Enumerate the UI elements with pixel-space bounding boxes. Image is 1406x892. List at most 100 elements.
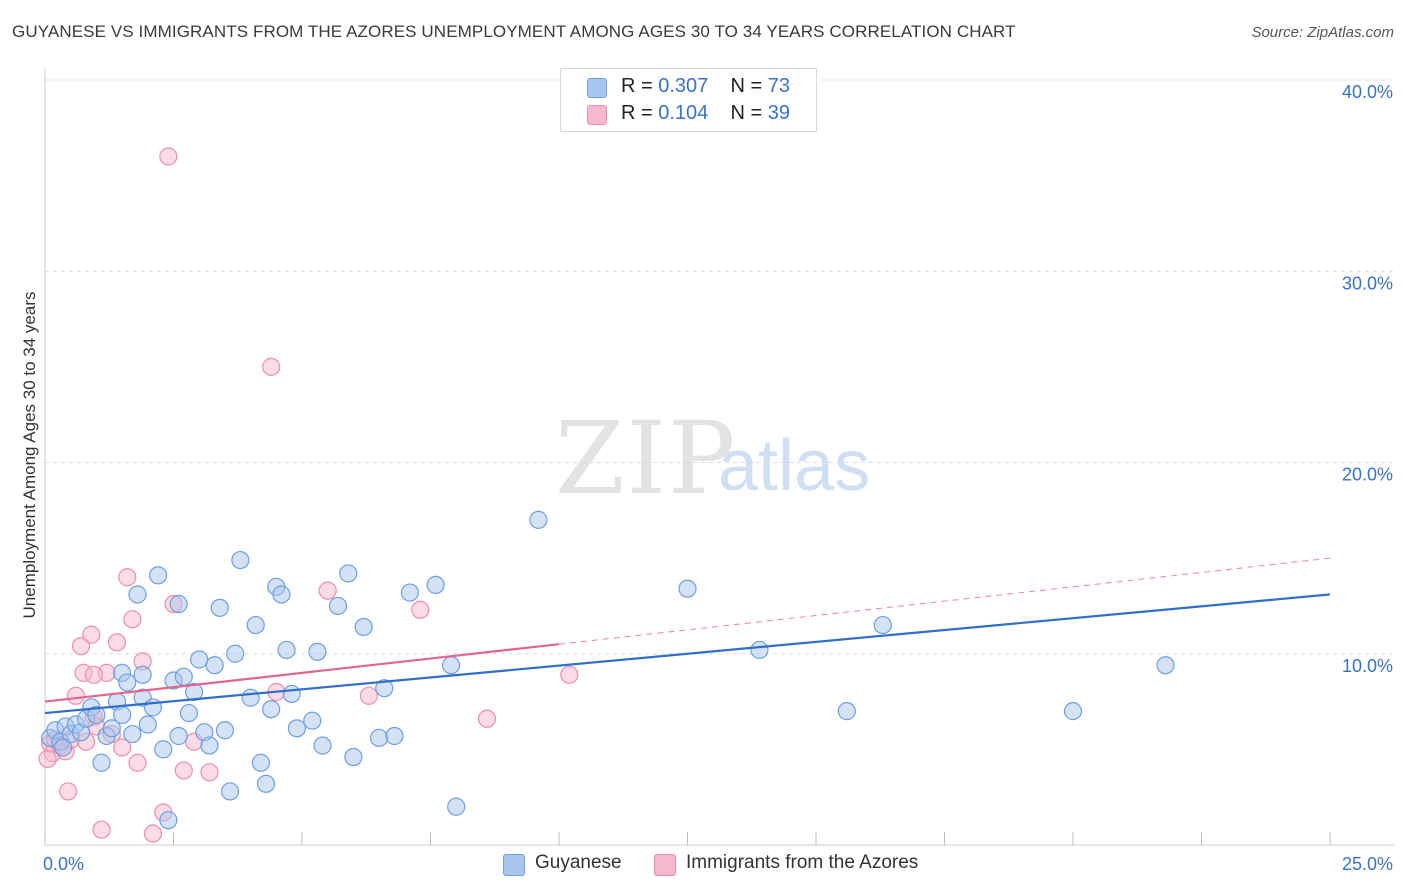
guyanese-point [400, 583, 420, 602]
legend-n-value: 39 [767, 102, 791, 124]
legend-text-guyanese: R = 0.307 N = 73 [621, 75, 790, 98]
guyanese-point [308, 642, 327, 661]
azores-point [66, 686, 85, 705]
legend-n-value: 73 [767, 75, 791, 97]
azores-points [38, 147, 579, 843]
guyanese-point [231, 550, 250, 570]
guyanese-point [87, 705, 106, 725]
gridlines [45, 79, 1395, 655]
y-tick-label: 40.0% [1342, 82, 1393, 102]
guyanese-point [133, 665, 152, 684]
azores-point [84, 665, 103, 684]
guyanese-point [303, 711, 322, 730]
guyanese-point [179, 703, 199, 723]
watermark-atlas: atlas [718, 426, 871, 506]
trend-lines [44, 557, 1331, 715]
guyanese-point [148, 566, 168, 585]
guyanese-point [159, 811, 178, 830]
azores-point [123, 610, 142, 629]
azores-point [262, 357, 281, 376]
tick-labels: 10.0% 20.0% 30.0% 40.0% 0.0% 25.0% [43, 82, 1393, 874]
guyanese-point [1063, 702, 1083, 721]
guyanese-point [354, 617, 373, 637]
azores-point [560, 665, 579, 684]
azores-point [143, 824, 163, 843]
bottom-legend-label: Guyanese [535, 852, 622, 873]
legend-swatch-guyanese [587, 78, 607, 98]
guyanese-point [750, 640, 769, 660]
guyanese-point [529, 510, 548, 529]
guyanese-point [370, 728, 389, 748]
guyanese-point [873, 615, 892, 635]
guyanese-point [441, 656, 461, 675]
azores-point [159, 147, 178, 166]
guyanese-point [190, 650, 209, 669]
guyanese-point [426, 575, 445, 595]
legend-r-label: R = [621, 102, 659, 124]
guyanese-point [262, 700, 281, 719]
guyanese-point [282, 684, 301, 704]
guyanese-point [154, 740, 173, 759]
legend-r-value: 0.307 [658, 75, 709, 97]
guyanese-point [138, 715, 157, 734]
watermark-zip: ZIP [555, 400, 738, 517]
guyanese-point [112, 705, 132, 725]
legend-n-label: N = [730, 75, 768, 97]
azores-point [200, 763, 219, 782]
azores-point [112, 738, 132, 757]
guyanese-point [174, 667, 193, 686]
azores-trend-extension [558, 557, 1331, 645]
y-tick-label: 30.0% [1342, 273, 1393, 293]
azores-point [477, 709, 497, 728]
guyanese-point [256, 774, 276, 793]
azores-trend-line [44, 643, 560, 703]
azores-point [118, 568, 137, 587]
azores-point [128, 753, 147, 772]
chart-title: GUYANESE VS IMMIGRANTS FROM THE AZORES U… [12, 22, 1016, 41]
guyanese-point [123, 724, 142, 744]
guyanese-point [220, 782, 240, 801]
azores-point [174, 761, 193, 780]
legend-swatch-azores [587, 105, 607, 125]
guyanese-point [169, 594, 188, 614]
azores-point [71, 636, 91, 656]
guyanese-point [143, 698, 163, 717]
guyanese-point [210, 598, 229, 617]
guyanese-point [246, 615, 265, 635]
guyanese-point [118, 673, 137, 692]
azores-point [92, 820, 111, 839]
azores-point [411, 600, 430, 619]
guyanese-point [1156, 656, 1175, 675]
guyanese-point [102, 719, 121, 738]
guyanese-point [272, 585, 291, 604]
guyanese-point [200, 736, 219, 755]
bottom-swatch-azores [654, 854, 676, 876]
guyanese-point [313, 736, 332, 755]
azores-point [59, 782, 78, 801]
guyanese-point [251, 753, 270, 772]
correlation-legend: R = 0.307 N = 73 R = 0.104 N = 39 [560, 68, 817, 132]
guyanese-point [205, 656, 224, 675]
legend-r-value: 0.104 [658, 102, 709, 124]
guyanese-point [241, 688, 260, 707]
azores-point [107, 633, 127, 652]
azores-point [318, 581, 337, 600]
guyanese-point [344, 747, 363, 767]
azores-point [82, 625, 101, 644]
guyanese-point [339, 564, 358, 583]
guyanese-point [328, 596, 348, 616]
x-tick-label-max: 25.0% [1342, 854, 1393, 874]
guyanese-point [169, 726, 188, 746]
source-credit: Source: ZipAtlas.com [1251, 24, 1394, 41]
axes [44, 68, 1395, 846]
guyanese-point [92, 753, 111, 772]
legend-n-label: N = [730, 102, 768, 124]
guyanese-point [375, 679, 394, 698]
y-tick-label: 10.0% [1342, 656, 1393, 676]
y-tick-label: 20.0% [1342, 465, 1393, 485]
legend-r-label: R = [621, 75, 659, 97]
legend-text-azores: R = 0.104 N = 39 [621, 102, 790, 125]
bottom-legend-label: Immigrants from the Azores [686, 852, 919, 873]
guyanese-point [837, 702, 856, 721]
